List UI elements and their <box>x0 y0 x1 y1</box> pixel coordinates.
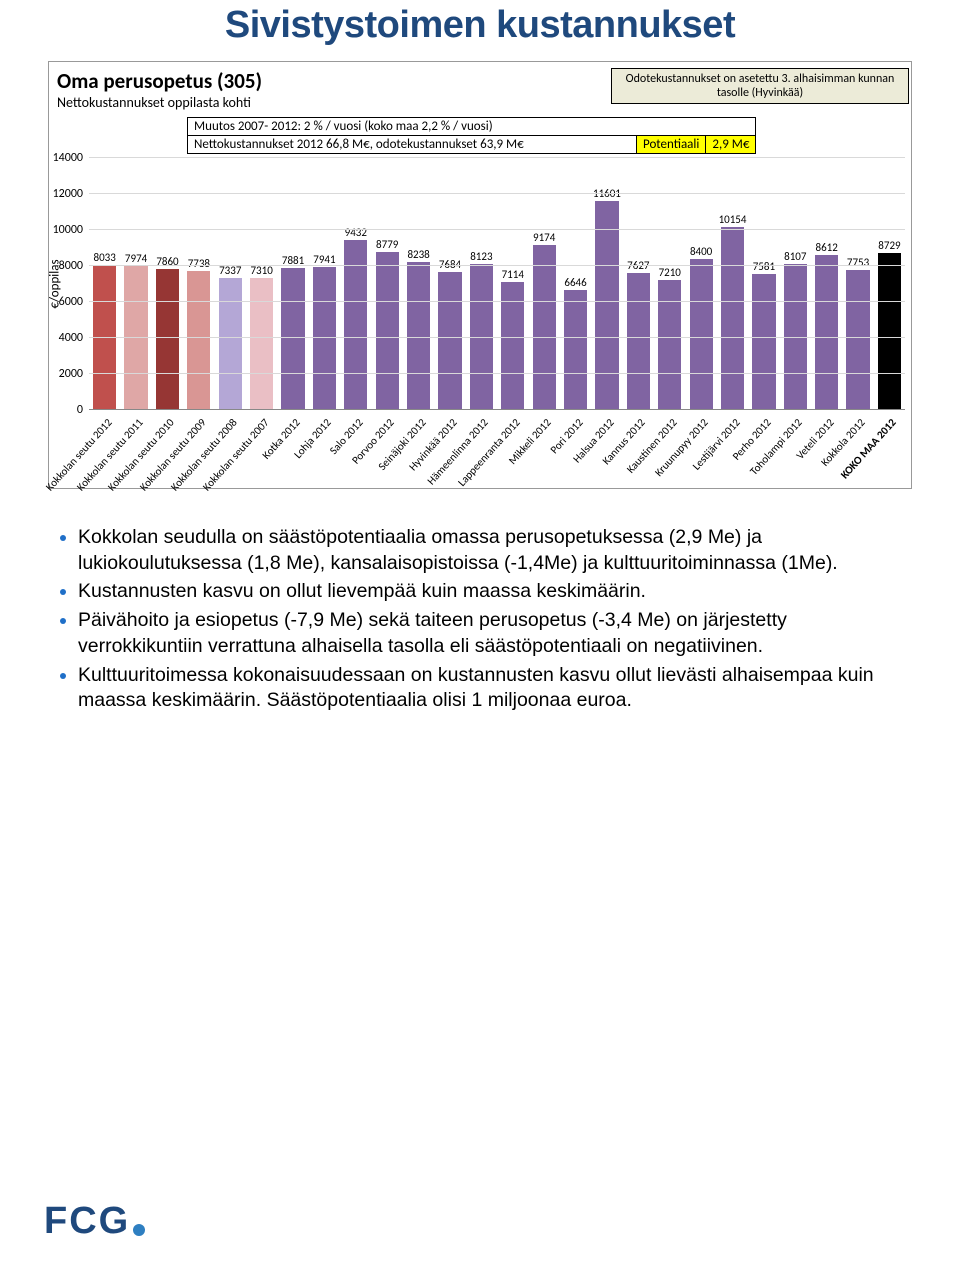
info-row-1: Nettokustannukset 2012 66,8 M€, odotekus… <box>188 136 637 154</box>
bar <box>407 262 430 410</box>
y-tick: 2000 <box>49 367 83 381</box>
bar <box>627 273 650 410</box>
bullet-item: Kulttuuritoimessa kokonaisuudessaan on k… <box>78 663 902 714</box>
bar <box>815 255 838 410</box>
chart-heading: Oma perusopetus (305) <box>57 68 611 94</box>
bar-value-label: 8400 <box>690 245 712 258</box>
expectation-note: Odotekustannukset on asetettu 3. alhaisi… <box>611 68 909 104</box>
y-tick: 8000 <box>49 259 83 273</box>
page-title: Sivistystoimen kustannukset <box>48 4 912 47</box>
chart-container: Oma perusopetus (305) Nettokustannukset … <box>48 61 912 489</box>
bar-value-label: 7114 <box>502 268 524 281</box>
bar-value-label: 8107 <box>784 250 806 263</box>
bar-value-label: 8612 <box>816 241 838 254</box>
bar <box>533 245 556 410</box>
bar-value-label: 7753 <box>847 256 869 269</box>
bullet-item: Päivähoito ja esiopetus (-7,9 Me) sekä t… <box>78 608 902 659</box>
bar-value-label: 9174 <box>533 231 555 244</box>
bar-chart: €/oppilas 803379747860773873377310788179… <box>89 158 905 410</box>
bar <box>564 290 587 410</box>
y-tick: 6000 <box>49 295 83 309</box>
bar <box>187 271 210 410</box>
logo-text: FCG <box>44 1200 130 1243</box>
y-tick: 10000 <box>49 223 83 237</box>
y-tick: 4000 <box>49 331 83 345</box>
bar-value-label: 7310 <box>250 264 272 277</box>
bar <box>846 270 869 410</box>
x-label: KOKO MAA 2012 <box>874 410 905 488</box>
info-table: Muutos 2007- 2012: 2 % / vuosi (koko maa… <box>187 117 756 154</box>
chart-subheading: Nettokustannukset oppilasta kohti <box>57 94 611 111</box>
logo-dot-icon <box>133 1224 145 1236</box>
bar-value-label: 8123 <box>470 250 492 263</box>
y-tick: 12000 <box>49 187 83 201</box>
bullet-item: Kustannusten kasvu on ollut lievempää ku… <box>78 579 902 605</box>
bar-value-label: 7210 <box>659 266 681 279</box>
info-row-0: Muutos 2007- 2012: 2 % / vuosi (koko maa… <box>188 118 756 136</box>
bar <box>752 274 775 410</box>
potential-value: 2,9 M€ <box>706 136 756 154</box>
bar <box>313 267 336 410</box>
bar-value-label: 8779 <box>376 238 398 251</box>
bar <box>250 278 273 410</box>
bar-value-label: 7738 <box>188 257 210 270</box>
bar <box>124 266 147 410</box>
bar-value-label: 10154 <box>719 213 747 226</box>
bar <box>595 201 618 410</box>
bar <box>219 278 242 410</box>
fcg-logo: FCG <box>44 1200 145 1243</box>
bar <box>281 268 304 410</box>
bullet-list: Kokkolan seudulla on säästöpotentiaalia … <box>58 525 902 714</box>
bullet-item: Kokkolan seudulla on säästöpotentiaalia … <box>78 525 902 576</box>
bar <box>878 253 901 410</box>
bar <box>658 280 681 410</box>
bar-value-label: 8729 <box>878 239 900 252</box>
bar-value-label: 8033 <box>94 251 116 264</box>
bar <box>690 259 713 410</box>
bar-value-label: 7974 <box>125 252 147 265</box>
potential-label: Potentiaali <box>637 136 706 154</box>
bar <box>438 272 461 410</box>
bar-value-label: 7581 <box>753 260 775 273</box>
bar <box>721 227 744 410</box>
bar <box>156 269 179 410</box>
y-tick: 0 <box>49 403 83 417</box>
bar-value-label: 6646 <box>564 276 586 289</box>
bar <box>376 252 399 410</box>
y-tick: 14000 <box>49 151 83 165</box>
bar-value-label: 8238 <box>407 248 429 261</box>
